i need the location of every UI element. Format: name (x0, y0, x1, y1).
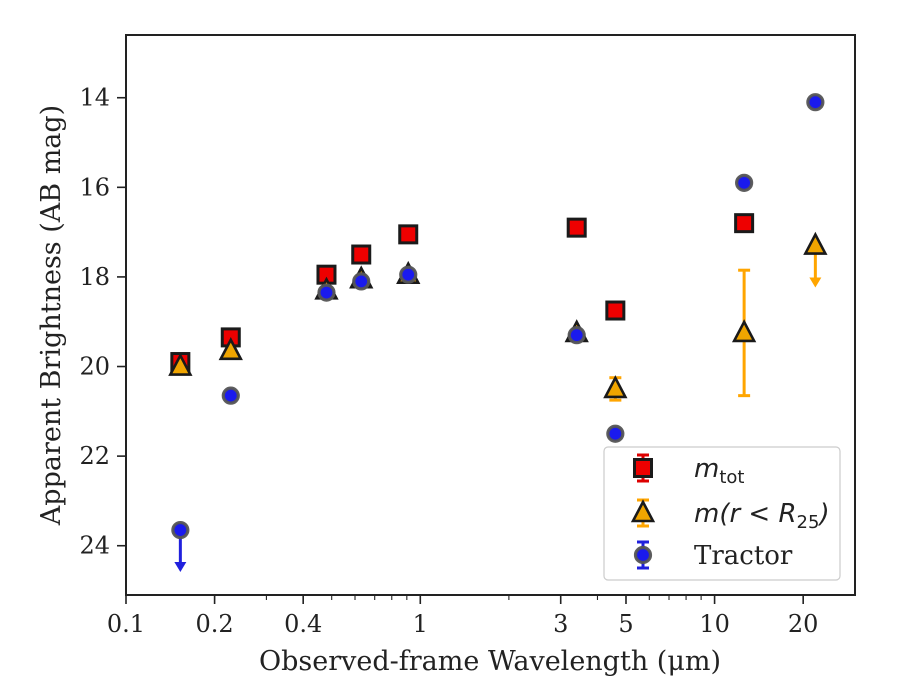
x-axis-label: Observed-frame Wavelength (μm) (259, 646, 721, 677)
legend-entry-0: mtot (633, 453, 744, 488)
circle-point-2-3 (352, 272, 371, 291)
legend-box (603, 446, 841, 581)
y-tick-label-0: 14 (79, 84, 110, 112)
triangle-point-1-7 (731, 319, 757, 343)
triangle-point-1-0 (168, 352, 193, 376)
legend-label-1: m(r < R25) (694, 499, 830, 533)
y-axis-ticks: 14 16 18 20 22 24 (79, 84, 126, 560)
circle-point-2-8 (806, 93, 825, 112)
legend-entry-1: m(r < R25) (630, 498, 830, 533)
plot-frame (125, 34, 856, 596)
legend: mtot m(r < R25) Tractor (603, 446, 841, 581)
triangle-point-1-1 (218, 337, 243, 361)
square-point-0-5 (566, 217, 587, 238)
y-axis-label: Apparent Brightness (AB mag) (36, 105, 67, 526)
legend-triangle-marker (630, 499, 656, 523)
square-point-0-3 (351, 244, 372, 265)
legend-entry-2: Tractor (633, 540, 793, 571)
circle-point-2-2 (317, 283, 336, 302)
circle-point-2-7 (735, 173, 754, 192)
square-point-0-6 (605, 300, 626, 321)
y-tick-label-1: 16 (79, 173, 110, 201)
series-2 (171, 93, 825, 573)
x-tick-label-3: 1 (413, 610, 428, 638)
legend-square-marker (633, 458, 653, 478)
square-point-0-4 (398, 224, 419, 245)
triangle-point-1-6 (603, 375, 628, 399)
x-tick-label-2: 0.4 (284, 610, 322, 638)
series-0 (170, 213, 755, 373)
circle-point-2-0 (171, 520, 190, 540)
circle-point-2-5 (567, 326, 586, 345)
circle-point-2-6 (606, 424, 625, 443)
x-tick-label-7: 20 (788, 610, 819, 638)
upper-limit-arrow-1-8-head (809, 277, 822, 288)
legend-circle-marker (633, 545, 653, 565)
circle-point-2-1 (221, 386, 240, 405)
series-1 (168, 231, 828, 402)
y-tick-label-5: 24 (79, 532, 110, 560)
legend-label-2: Tractor (694, 541, 793, 571)
y-tick-label-3: 20 (79, 353, 110, 381)
x-tick-label-1: 0.2 (196, 610, 234, 638)
x-axis-ticks: 0.1 0.2 0.4 1 3 5 10 20 (107, 595, 819, 638)
x-tick-label-6: 10 (699, 610, 730, 638)
x-tick-label-5: 5 (618, 610, 633, 638)
square-point-0-7 (734, 213, 755, 234)
triangle-point-1-8 (803, 231, 828, 255)
upper-limit-arrow-2-0-head (174, 562, 187, 573)
x-tick-label-0: 0.1 (107, 610, 145, 638)
data-marks (168, 93, 828, 573)
x-tick-label-4: 3 (553, 610, 568, 638)
legend-label-0: mtot (694, 454, 744, 488)
y-tick-label-2: 18 (79, 263, 110, 291)
circle-point-2-4 (399, 265, 418, 284)
y-tick-label-4: 22 (79, 442, 110, 470)
